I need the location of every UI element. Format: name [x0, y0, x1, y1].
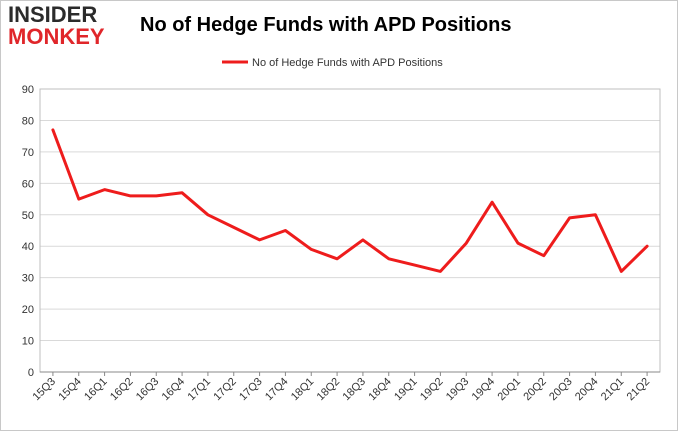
legend-label: No of Hedge Funds with APD Positions [252, 57, 443, 69]
x-tick-label: 17Q4 [263, 376, 291, 404]
grid-lines [40, 88, 660, 342]
y-tick-label: 80 [22, 115, 34, 127]
y-tick-label: 40 [22, 241, 34, 253]
x-tick-labels: 15Q315Q416Q116Q216Q316Q417Q117Q217Q317Q4… [31, 376, 653, 404]
x-tick-label: 19Q3 [444, 376, 472, 404]
y-tick-label: 90 [22, 84, 34, 96]
logo-line-1: INSIDER [8, 2, 98, 27]
x-tick-label: 19Q1 [392, 376, 420, 404]
x-tick-label: 18Q1 [289, 376, 317, 404]
insider-monkey-logo: INSIDER MONKEY [8, 4, 128, 54]
x-tick-label: 18Q4 [366, 376, 394, 404]
y-tick-label: 20 [22, 304, 34, 316]
x-tick-label: 16Q4 [160, 376, 188, 404]
y-tick-label: 60 [22, 178, 34, 190]
x-tick-label: 21Q2 [625, 376, 653, 404]
y-tick-label: 70 [22, 147, 34, 159]
y-tick-labels: 0 10 20 30 40 50 60 70 80 90 [22, 84, 34, 379]
x-tick-label: 20Q1 [496, 376, 524, 404]
series-line-0 [51, 128, 649, 273]
y-tick-label: 50 [22, 210, 34, 222]
x-tick-label: 16Q1 [82, 376, 110, 404]
x-tick-label: 17Q2 [211, 376, 239, 404]
x-tick-label: 19Q2 [418, 376, 446, 404]
legend: No of Hedge Funds with APD Positions [222, 57, 443, 69]
x-tick-label: 15Q3 [31, 376, 59, 404]
x-tick-label: 18Q2 [315, 376, 343, 404]
x-tick-label: 15Q4 [56, 376, 84, 404]
axes [39, 88, 661, 376]
x-tick-label: 16Q2 [108, 376, 136, 404]
x-tick-label: 17Q3 [237, 376, 265, 404]
x-tick-label: 19Q4 [470, 376, 498, 404]
x-tick-label: 17Q1 [186, 376, 214, 404]
chart-title: No of Hedge Funds with APD Positions [140, 14, 512, 36]
y-tick-label: 10 [22, 336, 34, 348]
x-tick-label: 18Q3 [341, 376, 369, 404]
x-tick-label: 20Q3 [547, 376, 575, 404]
x-tick-label: 16Q3 [134, 376, 162, 404]
y-tick-label: 30 [22, 273, 34, 285]
y-tick-label: 0 [28, 367, 34, 379]
logo-line-2: MONKEY [8, 24, 105, 49]
series-group [51, 128, 649, 273]
x-tick-label: 20Q2 [521, 376, 549, 404]
x-tick-label: 20Q4 [573, 376, 601, 404]
x-tick-label: 21Q1 [599, 376, 627, 404]
plot-area-border [39, 88, 661, 373]
